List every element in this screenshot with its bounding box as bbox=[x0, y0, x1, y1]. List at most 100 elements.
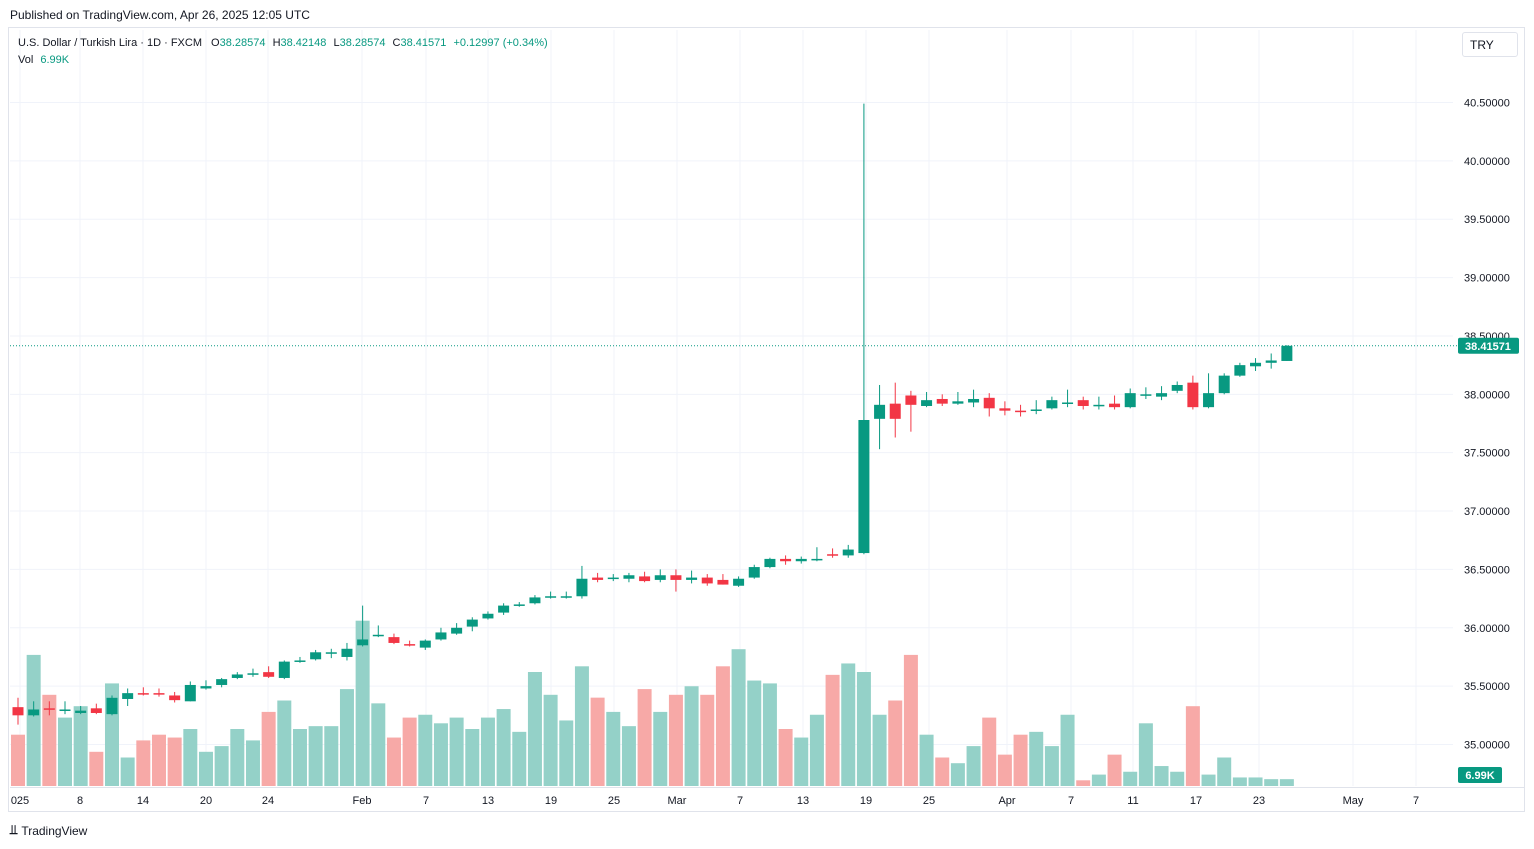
legend-symbol[interactable]: U.S. Dollar / Turkish Lira · 1D · FXCM bbox=[18, 37, 202, 49]
volume-bar bbox=[966, 746, 981, 786]
candle-body bbox=[889, 403, 901, 419]
legend-change: +0.12997 (+0.34%) bbox=[453, 37, 548, 49]
candle-body bbox=[701, 577, 713, 584]
volume-bar bbox=[668, 694, 683, 786]
last-price-label: 38.41571 bbox=[1465, 341, 1511, 353]
candle-body bbox=[858, 419, 870, 554]
candle-body bbox=[983, 397, 995, 409]
y-tick-label: 35.00000 bbox=[1464, 740, 1510, 752]
volume-bar bbox=[480, 717, 495, 786]
footer-brand[interactable]: ⫫ TradingView bbox=[10, 823, 87, 838]
volume-bar bbox=[1060, 714, 1075, 786]
candle-body bbox=[184, 684, 196, 702]
volume-bar bbox=[512, 731, 527, 786]
volume-bar bbox=[684, 686, 699, 786]
candle-body bbox=[670, 575, 682, 580]
candle-body bbox=[999, 408, 1011, 411]
candle-body bbox=[482, 613, 494, 619]
volume-bar bbox=[261, 711, 276, 786]
candle-body bbox=[1156, 393, 1168, 397]
candle-body bbox=[607, 577, 619, 580]
legend-high-label: H bbox=[272, 37, 281, 49]
volume-bar bbox=[26, 654, 41, 786]
candle-body bbox=[419, 640, 431, 648]
candle-body bbox=[1077, 400, 1089, 406]
candle-body bbox=[122, 693, 134, 699]
candle-body bbox=[513, 604, 525, 606]
volume-bar bbox=[1154, 766, 1169, 786]
candle-body bbox=[639, 576, 651, 582]
volume-bar bbox=[292, 729, 307, 786]
x-tick-label: Mar bbox=[668, 795, 687, 807]
x-tick-label: 25 bbox=[608, 795, 620, 807]
y-tick-label: 36.00000 bbox=[1464, 623, 1510, 635]
last-volume-badge bbox=[1458, 767, 1502, 783]
candle-body bbox=[795, 558, 807, 562]
volume-bar bbox=[1264, 779, 1279, 786]
volume-bar bbox=[151, 734, 166, 786]
candle-body bbox=[654, 575, 666, 580]
candle-body bbox=[90, 708, 102, 713]
candle-body bbox=[263, 672, 275, 677]
volume-bar bbox=[73, 706, 88, 786]
candle-body bbox=[1124, 393, 1136, 408]
volume-series bbox=[11, 620, 1294, 786]
legend-low: 38.28574 bbox=[339, 37, 386, 49]
y-tick-label: 35.50000 bbox=[1464, 681, 1510, 693]
candle-body bbox=[28, 709, 40, 716]
candle-body bbox=[733, 578, 745, 586]
candle-body bbox=[435, 632, 447, 640]
candle-body bbox=[137, 693, 149, 695]
candle-body bbox=[921, 400, 933, 406]
candle-body bbox=[404, 644, 416, 646]
legend-volume-row: Vol 6.99K bbox=[18, 52, 548, 69]
volume-bar bbox=[856, 672, 871, 786]
candle-body bbox=[764, 558, 776, 568]
x-tick-label: Apr bbox=[998, 795, 1015, 807]
volume-bar bbox=[527, 672, 542, 786]
volume-bar bbox=[543, 694, 558, 786]
x-tick-label: 19 bbox=[860, 795, 872, 807]
candle-body bbox=[1234, 365, 1246, 376]
volume-bar bbox=[778, 729, 793, 786]
candle-body bbox=[43, 708, 55, 710]
volume-bar bbox=[919, 734, 934, 786]
candle-body bbox=[905, 395, 917, 405]
volume-bar bbox=[1232, 777, 1247, 786]
candle-body bbox=[247, 673, 259, 675]
volume-bar bbox=[355, 620, 370, 786]
currency-button[interactable]: TRY bbox=[1462, 32, 1518, 57]
volume-bar bbox=[747, 680, 762, 786]
candle-body bbox=[388, 637, 400, 643]
candle-body bbox=[952, 401, 964, 404]
volume-bar bbox=[324, 726, 339, 786]
volume-bar bbox=[198, 751, 213, 786]
legend-vol-label[interactable]: Vol bbox=[18, 54, 34, 66]
volume-bar bbox=[277, 700, 292, 786]
volume-bar bbox=[418, 714, 433, 786]
published-note: Published on TradingView.com, Apr 26, 20… bbox=[10, 8, 310, 22]
volume-bar bbox=[574, 666, 589, 786]
volume-bar bbox=[1279, 779, 1294, 786]
volume-bar bbox=[433, 723, 448, 786]
volume-bar bbox=[731, 649, 746, 786]
candle-body bbox=[780, 558, 792, 562]
candle-body bbox=[1140, 394, 1152, 396]
volume-bar bbox=[700, 694, 715, 786]
volume-bar bbox=[888, 700, 903, 786]
candle-body bbox=[325, 652, 337, 654]
y-tick-label: 39.50000 bbox=[1464, 214, 1510, 226]
y-tick-label: 37.50000 bbox=[1464, 448, 1510, 460]
volume-bar bbox=[606, 711, 621, 786]
x-tick-label: 025 bbox=[11, 795, 29, 807]
volume-bar bbox=[637, 689, 652, 786]
candle-body bbox=[372, 634, 384, 637]
candle-body bbox=[874, 404, 886, 419]
volume-bar bbox=[653, 711, 668, 786]
volume-bar bbox=[1217, 757, 1232, 786]
candle-body bbox=[560, 596, 572, 598]
last-price-badge bbox=[1458, 337, 1519, 354]
chart-legend: U.S. Dollar / Turkish Lira · 1D · FXCM O… bbox=[18, 35, 548, 69]
x-tick-label: 13 bbox=[797, 795, 809, 807]
